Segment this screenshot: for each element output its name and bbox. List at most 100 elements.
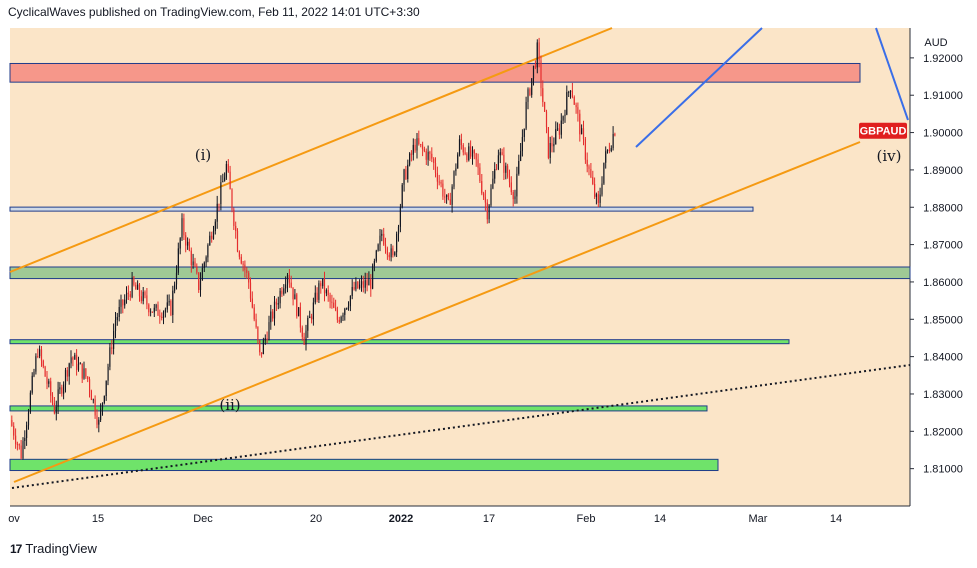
candle-body: [94, 399, 96, 416]
candle-body: [364, 280, 366, 288]
candle-body: [13, 425, 15, 436]
candle-body: [410, 153, 412, 155]
y-tick-label: 1.82000: [923, 426, 963, 438]
candle-body: [281, 290, 283, 294]
candle-body: [118, 307, 120, 317]
candle-body: [100, 408, 102, 420]
candle-body: [188, 241, 190, 251]
zone-support-2: [9, 405, 708, 412]
zone-resistance: [9, 62, 861, 83]
candle-body: [11, 420, 13, 426]
candle-body: [172, 290, 174, 315]
candle-body: [542, 88, 544, 103]
candle-body: [608, 149, 610, 151]
candle-body: [105, 380, 107, 396]
candle-body: [266, 338, 268, 340]
candle-body: [327, 290, 329, 296]
candle-body: [194, 261, 196, 267]
candle-body: [355, 281, 357, 290]
x-tick-label: Feb: [577, 513, 596, 525]
candle-body: [384, 244, 387, 249]
candle-body: [103, 396, 105, 403]
candle-body: [483, 193, 485, 198]
candle-body: [299, 307, 301, 328]
candle-body: [196, 266, 198, 273]
candle-body: [429, 151, 431, 154]
candle-body: [396, 233, 398, 253]
candle-body: [383, 233, 385, 245]
candle-body: [53, 403, 55, 414]
candle-body: [529, 89, 531, 95]
candle-body: [22, 441, 24, 459]
x-tick-label: 15: [92, 513, 104, 525]
candle-body: [603, 162, 605, 184]
candle-body: [207, 245, 209, 258]
candle-body: [146, 295, 148, 305]
candle-body: [92, 399, 94, 401]
candle-body: [353, 287, 355, 290]
candle-body: [235, 225, 237, 231]
candle-body: [222, 181, 224, 183]
candle-body: [150, 311, 152, 313]
candle-body: [549, 143, 551, 158]
candle-body: [471, 150, 474, 157]
candle-body: [499, 152, 501, 156]
candle-body: [157, 304, 159, 316]
candle-body: [137, 284, 139, 290]
candle-body: [140, 296, 142, 302]
candle-body: [551, 143, 553, 147]
candle-body: [457, 154, 459, 169]
footer-branding: 17 TradingView: [10, 541, 97, 556]
x-tick-label: 14: [654, 513, 666, 525]
dotted-trendline: [11, 364, 911, 489]
candle-body: [433, 158, 435, 163]
candle-body: [187, 241, 189, 246]
candle-body: [557, 128, 559, 130]
candle-body: [248, 272, 250, 283]
candle-body: [590, 169, 592, 178]
candle-body: [316, 292, 318, 300]
candle-body: [512, 192, 514, 200]
candle-body: [144, 291, 146, 296]
candle-body: [162, 312, 165, 318]
candle-body: [87, 376, 89, 380]
candle-body: [236, 231, 239, 252]
candle-body: [375, 250, 377, 261]
publish-info-text: CyclicalWaves published on TradingView.c…: [8, 5, 420, 19]
candle-body: [425, 150, 427, 160]
wave-label-0: (i): [195, 146, 212, 164]
candle-body: [370, 279, 372, 289]
wave-labels-layer: (i) (ii) (iv): [195, 146, 902, 414]
candle-body: [494, 169, 496, 179]
candle-body: [372, 265, 374, 289]
candle-body: [434, 163, 437, 173]
candle-body: [290, 282, 292, 288]
candle-body: [601, 183, 603, 195]
wave-label-1: (ii): [219, 396, 240, 414]
candle-body: [340, 317, 342, 322]
candle-body: [333, 302, 335, 308]
candle-body: [536, 42, 538, 68]
candle-body: [77, 363, 80, 370]
candle-body: [581, 128, 583, 135]
candle-body: [592, 177, 594, 184]
candle-body: [159, 315, 161, 317]
candle-body: [558, 128, 560, 135]
candle-body: [446, 194, 448, 197]
candle-body: [42, 360, 44, 367]
candle-body: [251, 298, 253, 308]
candle-body: [253, 307, 255, 320]
wave-label-2: (iv): [877, 147, 902, 165]
candle-body: [212, 230, 215, 239]
candle-body: [460, 139, 462, 146]
price-axis: AUD 1.81000 1.82000 1.83000 1.84000 1.85000 1.…: [859, 0, 977, 506]
y-tick-label: 1.85000: [923, 314, 963, 326]
candle-body: [288, 275, 290, 283]
candle-body: [279, 290, 281, 304]
candle-body: [399, 207, 401, 227]
candle-body: [538, 42, 540, 61]
candle-body: [20, 445, 22, 459]
projection-line-down: [875, 27, 909, 121]
candle-body: [296, 294, 298, 317]
